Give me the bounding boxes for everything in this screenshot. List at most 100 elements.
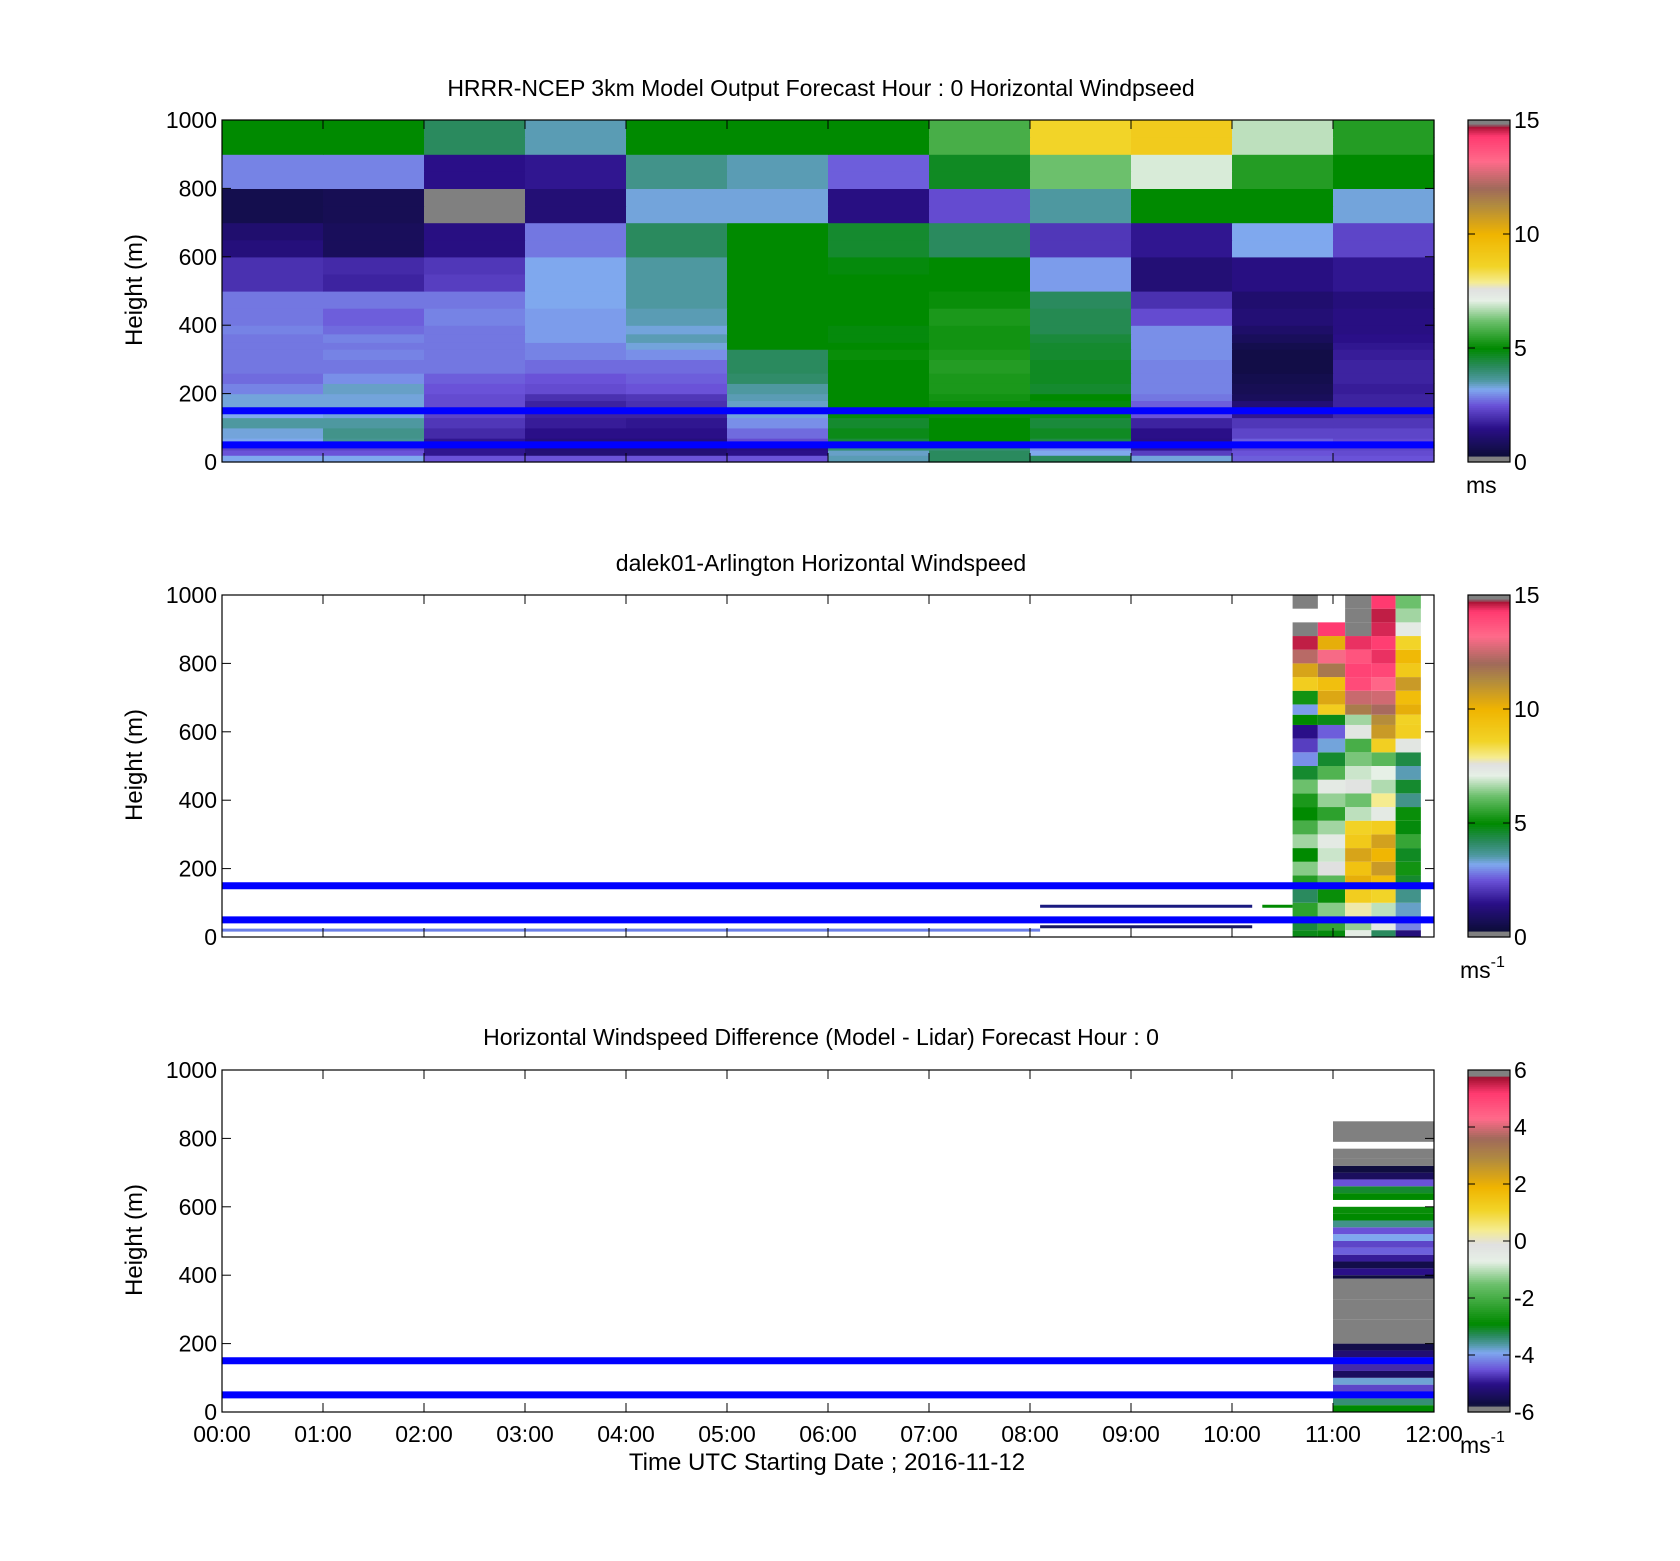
difference-colorbar-swatch: [1468, 1134, 1510, 1137]
difference-plot-area: [222, 1070, 1434, 1412]
model-colorbar-swatch: [1468, 409, 1510, 413]
lidar-colorbar-swatch: [1468, 699, 1510, 703]
model-heatmap-cell: [323, 359, 425, 374]
model-colorbar-swatch: [1468, 144, 1510, 147]
model-colorbar-swatch: [1468, 284, 1510, 288]
model-heatmap-cell: [1131, 359, 1233, 374]
model-colorbar-swatch: [1468, 234, 1510, 238]
lidar-colorbar-swatch: [1468, 872, 1510, 876]
model-heatmap-cell: [828, 205, 930, 224]
lidar-colorbar-swatch: [1468, 790, 1510, 793]
lidar-colorbar-swatch: [1468, 840, 1510, 844]
model-colorbar-swatch: [1468, 172, 1510, 175]
model-colorbar-swatch: [1468, 439, 1510, 443]
difference-colorbar-swatch: [1468, 1299, 1510, 1302]
model-heatmap-cell: [222, 120, 324, 138]
difference-colorbar-swatch: [1468, 1216, 1510, 1220]
difference-colorbar-swatch: [1468, 1100, 1510, 1103]
lidar-profile-cell: [1345, 622, 1372, 637]
model-colorbar-swatch: [1468, 176, 1510, 179]
lidar-heatmap-cells: [1292, 595, 1421, 937]
model-colorbar-swatch: [1468, 254, 1510, 258]
model-colorbar-swatch: [1468, 200, 1510, 204]
difference-colorbar-swatch: [1468, 1367, 1510, 1371]
lidar-colorbar-swatch: [1468, 603, 1510, 606]
model-heatmap-cell: [828, 137, 930, 155]
lidar-profile-cell: [1292, 622, 1318, 637]
model-heatmap-cell: [1232, 417, 1334, 429]
difference-profile-cell: [1333, 1319, 1434, 1344]
model-colorbar-swatch: [1468, 130, 1510, 133]
model-heatmap-cell: [525, 325, 627, 335]
model-heatmap-cell: [626, 171, 728, 189]
difference-colorbar-swatch: [1468, 1371, 1510, 1375]
model-heatmap-cell: [222, 373, 324, 384]
model-heatmap-cell: [1232, 308, 1334, 326]
model-heatmap-cell: [1333, 222, 1435, 241]
difference-profile-cell: [1333, 1364, 1434, 1371]
lidar-colorbar-unit: ms-1: [1460, 954, 1505, 983]
difference-xtick-label: 05:00: [698, 1421, 756, 1447]
lidar-colorbar-swatch: [1468, 812, 1510, 815]
model-heatmap-cell: [727, 333, 829, 343]
difference-colorbar-swatch: [1468, 1232, 1510, 1236]
difference-profile-cell: [1333, 1213, 1434, 1221]
model-colorbar-swatch: [1468, 375, 1510, 379]
model-colorbar-swatch: [1468, 423, 1510, 427]
model-colorbar-swatch: [1468, 198, 1510, 202]
lidar-colorbar-swatch: [1468, 864, 1510, 868]
lidar-colorbar-swatch: [1468, 850, 1510, 854]
lidar-colorbar-swatch: [1468, 826, 1510, 829]
model-colorbar-swatch: [1468, 258, 1510, 262]
difference-colorbar-swatch: [1468, 1337, 1510, 1341]
model-heatmap-cell: [727, 342, 829, 350]
difference-colorbar-swatch: [1468, 1152, 1510, 1156]
lidar-profile-cell: [1395, 930, 1421, 937]
difference-colorbar-swatch: [1468, 1251, 1510, 1254]
difference-colorbar-swatch: [1468, 1190, 1510, 1194]
model-heatmap-cell: [1232, 154, 1334, 172]
model-heatmap-cell: [525, 383, 627, 395]
model-colorbar-swatch: [1468, 210, 1510, 214]
model-heatmap-cell: [1030, 308, 1132, 326]
difference-colorbar-swatch: [1468, 1132, 1510, 1135]
lidar-colorbar-swatch: [1468, 627, 1510, 630]
model-heatmap-cell: [1131, 349, 1233, 360]
model-colorbar-swatch: [1468, 204, 1510, 208]
model-heatmap-cell: [1131, 427, 1233, 439]
difference-colorbar-swatch: [1468, 1361, 1510, 1365]
difference-xtick-label: 09:00: [1102, 1421, 1160, 1447]
lidar-profile-cell: [1317, 752, 1346, 766]
difference-colorbar-tick-label: -4: [1514, 1342, 1535, 1368]
model-heatmap-cell: [1333, 349, 1435, 360]
difference-ytick-label: 1000: [166, 1057, 217, 1083]
model-heatmap-cell: [929, 273, 1031, 292]
lidar-profile-cell: [1292, 595, 1318, 609]
model-heatmap-cell: [828, 256, 930, 275]
model-heatmap-cell: [222, 427, 324, 439]
lidar-colorbar-swatch: [1468, 898, 1510, 902]
model-heatmap-cell: [1030, 383, 1132, 395]
difference-colorbar-swatch: [1468, 1078, 1510, 1081]
difference-colorbar-swatch: [1468, 1202, 1510, 1206]
difference-panel-ylabel: Height (m): [121, 1184, 148, 1296]
lidar-profile-cell: [1395, 779, 1421, 794]
lidar-profile-cell: [1395, 848, 1421, 862]
model-heatmap-cell: [1333, 450, 1435, 456]
lidar-colorbar-swatch: [1468, 858, 1510, 862]
model-colorbar-swatch: [1468, 196, 1510, 200]
difference-profile-cell: [1333, 1405, 1434, 1412]
model-heatmap-cell: [323, 222, 425, 241]
model-heatmap-cell: [1333, 359, 1435, 374]
lidar-profile-cell: [1345, 807, 1372, 821]
model-heatmap-cell: [626, 349, 728, 360]
lidar-profile-cell: [1371, 677, 1396, 691]
difference-colorbar-swatch: [1468, 1104, 1510, 1107]
difference-colorbar-swatch: [1468, 1253, 1510, 1256]
model-heatmap-cell: [1333, 427, 1435, 439]
difference-colorbar-swatch: [1468, 1293, 1510, 1296]
model-heatmap-cell: [1131, 205, 1233, 224]
difference-profile-cell: [1333, 1179, 1434, 1187]
difference-colorbar-swatch: [1468, 1198, 1510, 1202]
lidar-profile-cell: [1371, 724, 1396, 739]
